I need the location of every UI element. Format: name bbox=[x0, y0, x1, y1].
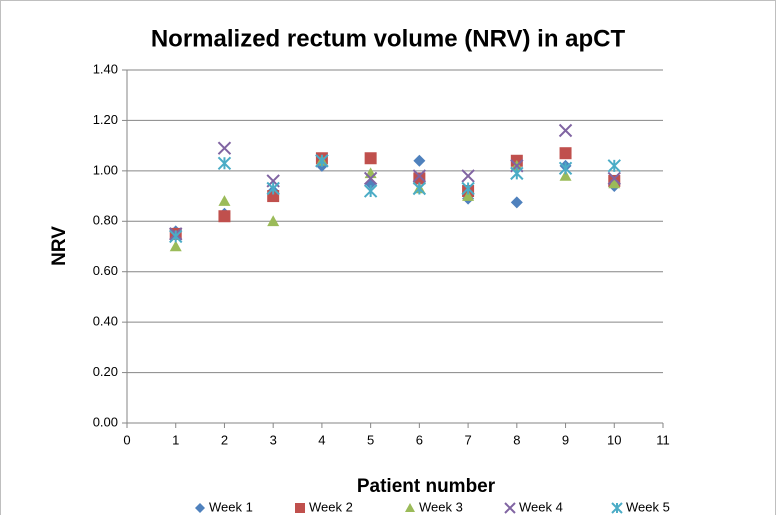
x-tick-label: 5 bbox=[367, 432, 374, 447]
data-point bbox=[218, 210, 231, 223]
data-point bbox=[559, 169, 572, 181]
data-point bbox=[461, 169, 475, 183]
legend-label: Week 2 bbox=[309, 499, 353, 514]
legend-label: Week 3 bbox=[419, 499, 463, 514]
x-axis-title: Patient number bbox=[357, 476, 496, 497]
y-tick-label: 1.20 bbox=[93, 112, 118, 127]
data-point bbox=[169, 229, 183, 244]
data-point bbox=[412, 169, 427, 183]
legend-marker bbox=[195, 503, 205, 513]
x-tick-label: 0 bbox=[123, 432, 130, 447]
y-tick-label: 0.40 bbox=[93, 314, 118, 329]
x-tick-label: 10 bbox=[607, 432, 621, 447]
data-point bbox=[217, 141, 232, 155]
data-point bbox=[315, 154, 329, 168]
y-tick-label: 0.80 bbox=[93, 213, 118, 228]
legend-label: Week 5 bbox=[626, 499, 670, 514]
data-point bbox=[218, 195, 231, 206]
x-tick-label: 3 bbox=[270, 432, 277, 447]
legend-marker bbox=[295, 503, 305, 513]
legend-marker bbox=[611, 502, 623, 514]
data-point bbox=[559, 147, 572, 160]
data-point bbox=[462, 190, 475, 201]
x-tick-label: 9 bbox=[562, 432, 569, 447]
data-point bbox=[363, 184, 378, 198]
data-point bbox=[607, 159, 621, 173]
x-tick-label: 1 bbox=[172, 432, 179, 447]
legend-label: Week 4 bbox=[519, 499, 563, 514]
legend-label: Week 1 bbox=[209, 499, 253, 514]
data-point bbox=[558, 123, 573, 138]
legend-marker bbox=[405, 503, 415, 512]
x-tick-label: 6 bbox=[416, 432, 423, 447]
y-tick-label: 1.00 bbox=[93, 162, 118, 177]
data-point bbox=[608, 177, 621, 189]
y-tick-label: 0.00 bbox=[93, 414, 118, 429]
data-point bbox=[607, 171, 621, 186]
data-point bbox=[413, 172, 426, 185]
data-point bbox=[510, 166, 524, 181]
data-point bbox=[461, 181, 475, 196]
data-point bbox=[266, 181, 280, 196]
data-point bbox=[510, 196, 523, 209]
data-point bbox=[413, 154, 426, 167]
y-axis-title: NRV bbox=[49, 226, 70, 266]
data-point bbox=[412, 181, 427, 196]
data-point bbox=[267, 215, 280, 227]
y-tick-label: 0.20 bbox=[93, 364, 118, 379]
y-tick-label: 1.40 bbox=[93, 61, 118, 76]
data-point bbox=[363, 171, 378, 186]
legend-marker bbox=[504, 502, 516, 514]
x-tick-label: 7 bbox=[464, 432, 471, 447]
data-point bbox=[217, 156, 232, 171]
x-tick-label: 2 bbox=[221, 432, 228, 447]
chart-title: Normalized rectum volume (NRV) in apCT bbox=[151, 25, 626, 52]
data-point bbox=[558, 161, 573, 176]
x-tick-label: 8 bbox=[513, 432, 520, 447]
data-point bbox=[364, 152, 377, 165]
x-tick-label: 4 bbox=[318, 432, 325, 447]
x-tick-label: 11 bbox=[656, 432, 670, 447]
y-tick-label: 0.60 bbox=[93, 263, 118, 278]
data-point bbox=[267, 190, 280, 203]
data-point bbox=[169, 240, 182, 252]
